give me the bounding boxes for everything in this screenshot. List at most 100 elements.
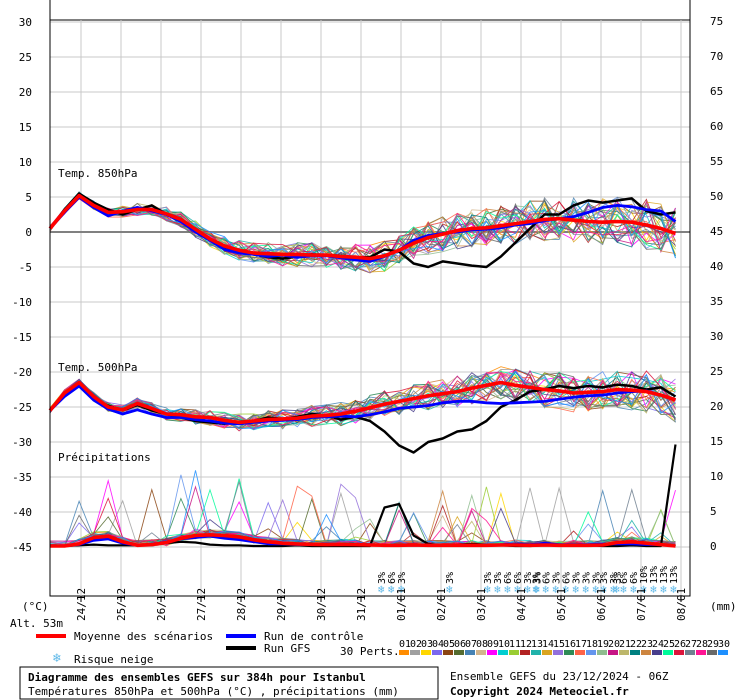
snowflake-icon: ❄ <box>494 583 501 596</box>
pert-legend-swatch <box>718 650 728 655</box>
snow-risk-percent: 6% <box>541 572 552 584</box>
pert-legend-label: 15 <box>553 639 565 650</box>
snow-risk-percent: 3% <box>591 572 602 584</box>
footer-title: Diagramme des ensembles GEFS sur 384h po… <box>28 671 366 684</box>
snowflake-icon: ❄ <box>592 583 599 596</box>
pert-legend-label: 03 <box>421 639 433 650</box>
x-date-label: 31/12 <box>355 588 368 621</box>
pert-legend-label: 27 <box>685 639 697 650</box>
x-date-label: 08/01 <box>675 588 688 621</box>
right-tick-label: 35 <box>710 295 723 308</box>
pert-legend-label: 11 <box>509 639 521 650</box>
panel-label-t500: Temp. 500hPa <box>58 361 137 374</box>
pert-legend-swatch <box>707 650 717 655</box>
pert-legend-label: 25 <box>663 639 675 650</box>
snow-risk-percent: 3% <box>571 572 582 584</box>
pert-legend-swatch <box>696 650 706 655</box>
x-date-label: 02/01 <box>435 588 448 621</box>
plot-frame <box>49 19 691 597</box>
x-date-label: 30/12 <box>315 588 328 621</box>
pert-legend-swatch <box>410 650 420 655</box>
left-tick-label: 5 <box>25 191 32 204</box>
snow-risk-percent: 3% <box>531 572 542 584</box>
left-tick-label: -45 <box>12 541 32 554</box>
x-date-label: 27/12 <box>195 588 208 621</box>
snowflake-icon: ❄ <box>446 583 453 596</box>
pert-legend-swatch <box>641 650 651 655</box>
x-date-label: 26/12 <box>155 588 168 621</box>
pert-legend-label: 29 <box>707 639 719 650</box>
snowflake-icon: ❄ <box>572 583 579 596</box>
right-tick-label: 20 <box>710 400 723 413</box>
snowflake-icon: ❄ <box>552 583 559 596</box>
legend-control-label: Run de contrôle <box>264 630 363 643</box>
pert-legend-swatch <box>509 650 519 655</box>
snowflake-icon: ❄ <box>650 583 657 596</box>
snowflake-icon: ❄ <box>660 583 667 596</box>
legend-mean-label: Moyenne des scénarios <box>74 630 213 643</box>
pert-legend-swatch <box>399 650 409 655</box>
left-tick-label: -5 <box>19 261 32 274</box>
perturbation-t850-line <box>49 196 676 267</box>
x-date-label: 04/01 <box>515 588 528 621</box>
snow-risk-percent: 6% <box>561 572 572 584</box>
x-date-label: 05/01 <box>555 588 568 621</box>
snowflake-icon: ❄ <box>630 583 637 596</box>
legend-snow-label: Risque neige <box>74 653 153 666</box>
pert-legend-label: 28 <box>696 639 708 650</box>
pert-legend-label: 06 <box>454 639 466 650</box>
snow-risk-percent: 6% <box>387 572 398 584</box>
pert-legend-label: 17 <box>575 639 587 650</box>
snow-risk-percent: 6% <box>619 572 630 584</box>
snow-risk-percent: 3% <box>377 572 388 584</box>
left-tick-label: -25 <box>12 401 32 414</box>
snow-risk-percent: 3% <box>532 572 543 584</box>
snowflake-icon: ❄ <box>524 583 531 596</box>
mean-precip-line <box>50 533 676 548</box>
pert-legend-swatch <box>465 650 475 655</box>
snowflake-icon: ❄ <box>542 583 549 596</box>
pert-legend-label: 09 <box>487 639 499 650</box>
pert-legend-swatch <box>520 650 530 655</box>
pert-legend-swatch <box>608 650 618 655</box>
snowflake-icon: ❄ <box>670 583 677 596</box>
snow-risk-percent: 3% <box>523 572 534 584</box>
pert-legend-label: 07 <box>465 639 477 650</box>
left-tick-label: 30 <box>19 16 32 29</box>
right-tick-label: 55 <box>710 155 723 168</box>
left-tick-label: -10 <box>12 296 32 309</box>
mean-t500-line <box>48 380 677 425</box>
grid <box>49 19 691 597</box>
pert-legend-swatch <box>564 650 574 655</box>
right-tick-label: 50 <box>710 190 723 203</box>
x-date-label: 03/01 <box>475 588 488 621</box>
pert-legend-swatch <box>674 650 684 655</box>
left-tick-label: 10 <box>19 156 32 169</box>
left-tick-label: -40 <box>12 506 32 519</box>
snowflake-icon: ❄ <box>600 583 607 596</box>
pert-legend-label: 08 <box>476 639 488 650</box>
footer-copyright: Copyright 2024 Meteociel.fr <box>450 685 629 698</box>
legend: Moyenne des scénarios Run de contrôle Ru… <box>36 630 730 666</box>
pert-legend-label: 22 <box>630 639 642 650</box>
pert-legend-swatch <box>531 650 541 655</box>
right-unit-label: (mm) <box>710 600 737 613</box>
pert-legend-label: 20 <box>608 639 620 650</box>
snow-risk-percent: 6% <box>513 572 524 584</box>
snow-risk-percent: 3% <box>483 572 494 584</box>
snow-risk-percent: 3% <box>551 572 562 584</box>
pert-legend-swatch <box>619 650 629 655</box>
snow-risk-percent: 13% <box>659 566 670 584</box>
pert-legend-swatch <box>663 650 673 655</box>
pert-legend-swatch <box>652 650 662 655</box>
left-tick-label: -30 <box>12 436 32 449</box>
pert-legend-label: 24 <box>652 639 664 650</box>
control-t500-line <box>49 384 676 426</box>
pert-legend-label: 01 <box>399 639 411 650</box>
perturbation-t500-line <box>49 372 676 429</box>
footer-run: Ensemble GEFS du 23/12/2024 - 06Z <box>450 670 669 683</box>
footer-subtitle: Températures 850hPa et 500hPa (°C) , pré… <box>28 685 399 698</box>
pert-legend-label: 18 <box>586 639 598 650</box>
mean-t850-line <box>48 193 677 261</box>
panel-label-t850: Temp. 850hPa <box>58 167 137 180</box>
